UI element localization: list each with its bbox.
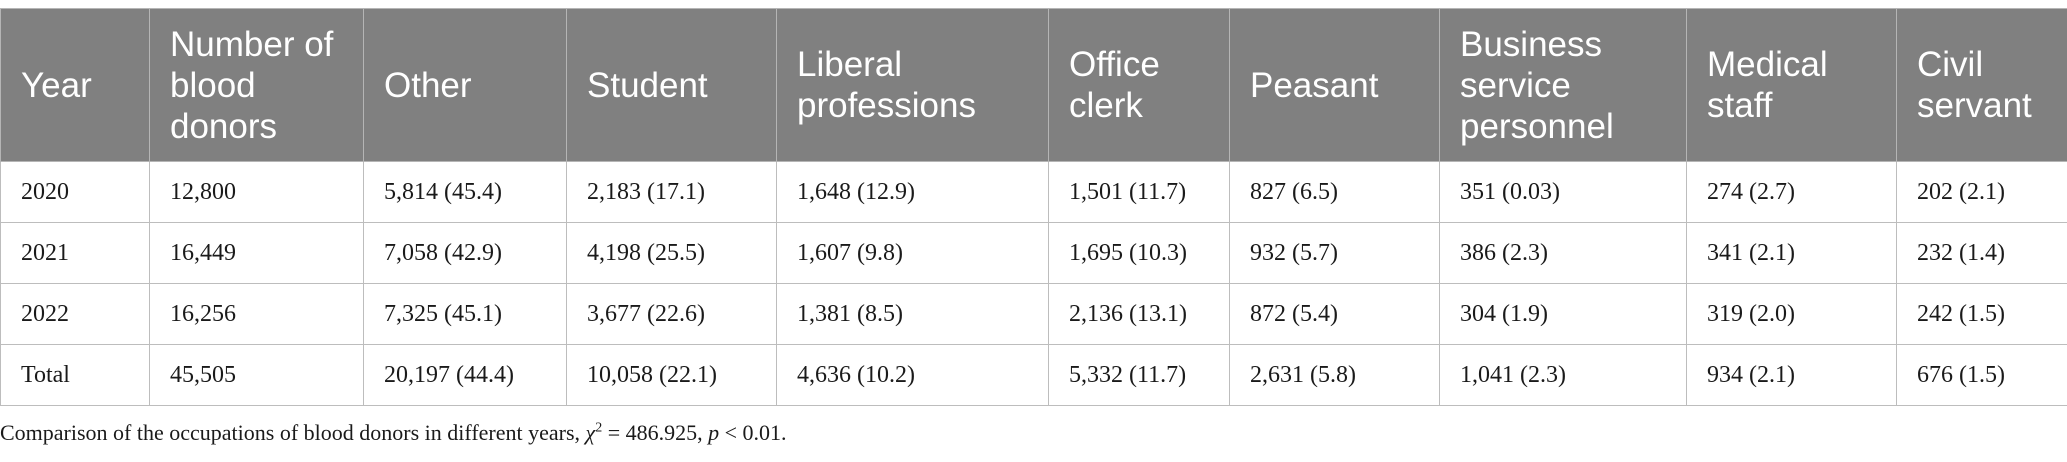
table-cell: 341 (2.1) xyxy=(1686,222,1897,284)
p-value: < 0.01. xyxy=(719,420,787,445)
header-number-of-blood-donors: Number of blood donors xyxy=(149,8,364,162)
chi-symbol: χ xyxy=(585,420,596,445)
header-office-clerk: Office clerk xyxy=(1048,8,1230,162)
table-row-2022: 2022 16,256 7,325 (45.1) 3,677 (22.6) 1,… xyxy=(0,283,2067,345)
table-cell: Total xyxy=(0,344,150,406)
table-cell: 5,814 (45.4) xyxy=(363,161,567,223)
table-cell: 827 (6.5) xyxy=(1229,161,1440,223)
table-cell: 1,501 (11.7) xyxy=(1048,161,1230,223)
header-liberal-professions: Liberal professions xyxy=(776,8,1049,162)
table-cell: 386 (2.3) xyxy=(1439,222,1687,284)
header-year: Year xyxy=(0,8,150,162)
table-cell: 2,136 (13.1) xyxy=(1048,283,1230,345)
table-cell: 1,381 (8.5) xyxy=(776,283,1049,345)
table-header-row: Year Number of blood donors Other Studen… xyxy=(0,8,2067,162)
table-cell: 7,058 (42.9) xyxy=(363,222,567,284)
chi-value: = 486.925, xyxy=(602,420,709,445)
table-cell: 3,677 (22.6) xyxy=(566,283,777,345)
table-cell: 1,607 (9.8) xyxy=(776,222,1049,284)
table-cell: 1,695 (10.3) xyxy=(1048,222,1230,284)
table-footnote: Comparison of the occupations of blood d… xyxy=(0,420,787,446)
header-business-service-personnel: Business service personnel xyxy=(1439,8,1687,162)
header-peasant: Peasant xyxy=(1229,8,1440,162)
table-cell: 2020 xyxy=(0,161,150,223)
table-cell: 2021 xyxy=(0,222,150,284)
table-cell: 2022 xyxy=(0,283,150,345)
table-cell: 934 (2.1) xyxy=(1686,344,1897,406)
table-cell: 676 (1.5) xyxy=(1896,344,2067,406)
header-other: Other xyxy=(363,8,567,162)
table-cell: 2,183 (17.1) xyxy=(566,161,777,223)
p-symbol: p xyxy=(708,420,720,445)
table-row-total: Total 45,505 20,197 (44.4) 10,058 (22.1)… xyxy=(0,344,2067,406)
table-cell: 5,332 (11.7) xyxy=(1048,344,1230,406)
table-cell: 10,058 (22.1) xyxy=(566,344,777,406)
table-cell: 4,198 (25.5) xyxy=(566,222,777,284)
table-cell: 16,449 xyxy=(149,222,364,284)
table-cell: 45,505 xyxy=(149,344,364,406)
table-cell: 7,325 (45.1) xyxy=(363,283,567,345)
table-cell: 242 (1.5) xyxy=(1896,283,2067,345)
chi-exponent: 2 xyxy=(595,420,603,436)
table-cell: 1,648 (12.9) xyxy=(776,161,1049,223)
table-cell: 274 (2.7) xyxy=(1686,161,1897,223)
table-cell: 351 (0.03) xyxy=(1439,161,1687,223)
table-row-2020: 2020 12,800 5,814 (45.4) 2,183 (17.1) 1,… xyxy=(0,161,2067,223)
occupation-table-container: Year Number of blood donors Other Studen… xyxy=(0,8,2067,406)
table-cell: 16,256 xyxy=(149,283,364,345)
table-cell: 12,800 xyxy=(149,161,364,223)
table-cell: 304 (1.9) xyxy=(1439,283,1687,345)
footnote-text: Comparison of the occupations of blood d… xyxy=(0,420,586,445)
table-cell: 232 (1.4) xyxy=(1896,222,2067,284)
table-cell: 202 (2.1) xyxy=(1896,161,2067,223)
table-cell: 2,631 (5.8) xyxy=(1229,344,1440,406)
table-cell: 319 (2.0) xyxy=(1686,283,1897,345)
table-cell: 932 (5.7) xyxy=(1229,222,1440,284)
header-medical-staff: Medical staff xyxy=(1686,8,1897,162)
table-cell: 872 (5.4) xyxy=(1229,283,1440,345)
table-cell: 1,041 (2.3) xyxy=(1439,344,1687,406)
table-cell: 4,636 (10.2) xyxy=(776,344,1049,406)
table-row-2021: 2021 16,449 7,058 (42.9) 4,198 (25.5) 1,… xyxy=(0,222,2067,284)
table-cell: 20,197 (44.4) xyxy=(363,344,567,406)
header-student: Student xyxy=(566,8,777,162)
header-civil-servant: Civil servant xyxy=(1896,8,2067,162)
occupation-table: Year Number of blood donors Other Studen… xyxy=(0,8,2067,406)
